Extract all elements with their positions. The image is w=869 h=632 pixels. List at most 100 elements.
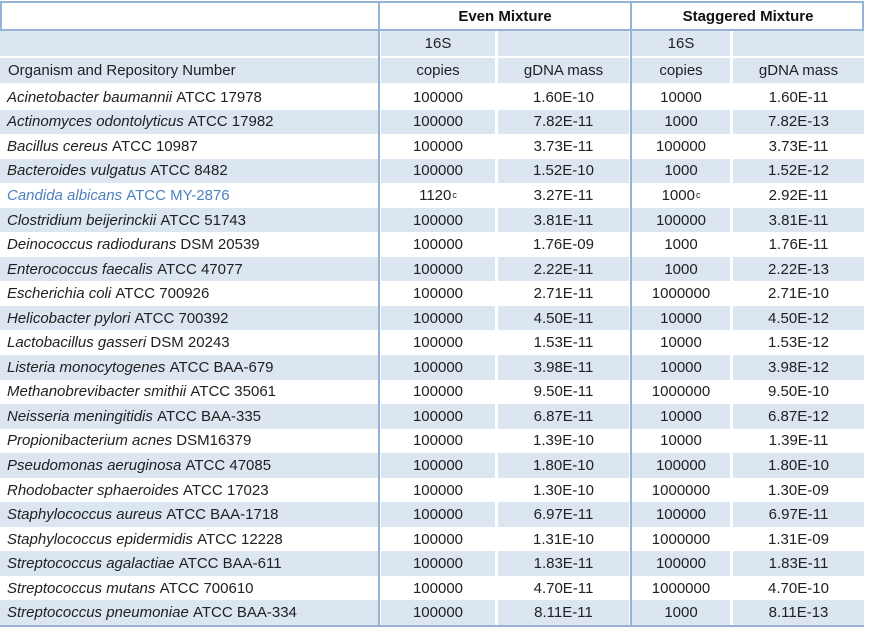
staggered-16s-copies-cell: 1000 c <box>632 183 730 208</box>
even-16s-copies-cell: 100000 <box>381 575 495 601</box>
staggered-gdna-mass-cell: 1.52E-12 <box>733 158 864 184</box>
subheader-row-1: 16S 16S <box>0 31 864 58</box>
even-gdna-mass-cell: 3.73E-11 <box>498 134 629 159</box>
staggered-16s-copies-cell: 1000 <box>632 158 730 184</box>
table-row: Bacteroides vulgatus ATCC 8482 100000 1.52… <box>0 158 864 184</box>
even-16s-copies-cell: 100000 <box>381 600 495 626</box>
even-16s-copies-cell: 100000 <box>381 526 495 552</box>
organism-cell: Staphylococcus aureus ATCC BAA-1718 <box>0 502 378 527</box>
staggered-gdna-mass-cell: 1.31E-09 <box>733 526 864 552</box>
staggered-16s-copies-cell: 10000 <box>632 330 730 356</box>
even-16s-copies-cell: 100000 <box>381 305 495 331</box>
table-row: Streptococcus mutans ATCC 700610 100000 4.… <box>0 575 864 601</box>
even-16s-copies-cell: 100000 <box>381 85 495 110</box>
species-name: Acinetobacter baumannii <box>7 88 173 106</box>
staggered-gdna-mass-cell: 3.81E-11 <box>733 207 864 233</box>
subheader-organism-spacer <box>0 31 378 56</box>
even-16s-copies-cell: 100000 <box>381 109 495 135</box>
table-row: Listeria monocytogenes ATCC BAA-679 10000… <box>0 355 864 380</box>
species-name: Rhodobacter sphaeroides <box>7 481 179 499</box>
organism-cell: Clostridium beijerinckii ATCC 51743 <box>0 207 378 233</box>
even-gdna-mass-cell: 1.39E-10 <box>498 428 629 454</box>
even-gdna-mass-cell: 1.53E-11 <box>498 330 629 356</box>
even-16s-copies-cell: 100000 <box>381 134 495 159</box>
species-name: Escherichia coli <box>7 285 112 303</box>
even-gdna-mass-cell: 4.70E-11 <box>498 575 629 601</box>
even-mixture-header: Even Mixture <box>458 7 552 25</box>
group-header-row: Even Mixture Staggered Mixture <box>0 3 864 29</box>
species-name: Bacteroides vulgatus <box>7 162 147 180</box>
staggered-gdna-mass-cell: 6.87E-12 <box>733 404 864 429</box>
even-gdna-mass-cell: 4.50E-11 <box>498 305 629 331</box>
staggered-16s-copies-cell: 1000 <box>632 232 730 257</box>
species-name: Clostridium beijerinckii <box>7 211 157 229</box>
even-gdna-mass-cell: 2.22E-11 <box>498 256 629 282</box>
even-16s-copies-cell: 100000 <box>381 256 495 282</box>
staggered-gdna-mass-cell: 1.80E-10 <box>733 453 864 478</box>
species-name: Methanobrevibacter smithii <box>7 383 187 401</box>
staggered-16s-label: 16S <box>632 31 730 56</box>
species-name: Actinomyces odontolyticus <box>7 113 184 131</box>
staggered-gdna-mass-cell: 4.50E-12 <box>733 305 864 331</box>
staggered-gdna-mass-cell: 3.98E-12 <box>733 355 864 380</box>
table-row: Clostridium beijerinckii ATCC 51743 10000… <box>0 207 864 233</box>
species-name: Enterococcus faecalis <box>7 260 153 278</box>
organism-cell: Bacillus cereus ATCC 10987 <box>0 134 378 159</box>
table-row: Staphylococcus epidermidis ATCC 12228 100… <box>0 526 864 552</box>
even-gdna-mass-cell: 8.11E-11 <box>498 600 629 626</box>
species-name: Neisseria meningitidis <box>7 407 153 425</box>
organism-even-divider <box>378 1 380 627</box>
table-row: Staphylococcus aureus ATCC BAA-1718 10000… <box>0 502 864 527</box>
organism-cell: Enterococcus faecalis ATCC 47077 <box>0 256 378 282</box>
even-16s-copies-cell: 1120 c <box>381 183 495 208</box>
organism-cell: Helicobacter pylori ATCC 700392 <box>0 305 378 331</box>
even-gdna-mass-cell: 1.83E-11 <box>498 551 629 576</box>
even-gdna-mass-cell: 1.31E-10 <box>498 526 629 552</box>
even-gdna-mass-cell: 1.60E-10 <box>498 85 629 110</box>
organism-cell: Rhodobacter sphaeroides ATCC 17023 <box>0 477 378 503</box>
organism-cell: Pseudomonas aeruginosa ATCC 47085 <box>0 453 378 478</box>
even-16s-copies-cell: 100000 <box>381 330 495 356</box>
table-body: Acinetobacter baumannii ATCC 17978 100000… <box>0 85 869 626</box>
table-row: Rhodobacter sphaeroides ATCC 17023 100000… <box>0 477 864 503</box>
staggered-16s-copies-cell: 100000 <box>632 453 730 478</box>
table-row: Streptococcus agalactiae ATCC BAA-611 100… <box>0 551 864 576</box>
even-16s-copies-cell: 100000 <box>381 404 495 429</box>
header-right-border <box>862 1 864 31</box>
species-name: Helicobacter pylori <box>7 309 131 327</box>
even-gdna-mass-cell: 2.71E-11 <box>498 281 629 306</box>
header-left-border <box>0 1 2 31</box>
table-row: Candida albicans ATCC MY-2876 1120 c 3.27E-… <box>0 183 864 208</box>
staggered-copies-label: copies <box>632 58 730 83</box>
even-16s-label: 16S <box>381 31 495 56</box>
table-row: Streptococcus pneumoniae ATCC BAA-334 100… <box>0 600 864 626</box>
species-name: Streptococcus mutans <box>7 579 156 597</box>
organism-cell: Propionibacterium acnes DSM16379 <box>0 428 378 454</box>
staggered-gdna-mass-cell: 1.76E-11 <box>733 232 864 257</box>
staggered-gdna-mass-cell: 2.92E-11 <box>733 183 864 208</box>
species-name: Staphylococcus aureus <box>7 506 163 524</box>
staggered-16s-copies-cell: 100000 <box>632 207 730 233</box>
organism-cell: Bacteroides vulgatus ATCC 8482 <box>0 158 378 184</box>
organism-cell: Candida albicans ATCC MY-2876 <box>0 183 378 208</box>
group-header-bottom-border <box>0 29 864 31</box>
even-16s-copies-cell: 100000 <box>381 502 495 527</box>
even-gdna-mass-cell: 1.76E-09 <box>498 232 629 257</box>
table-row: Acinetobacter baumannii ATCC 17978 100000… <box>0 85 864 110</box>
species-name: Lactobacillus gasseri <box>7 334 147 352</box>
even-16s-copies-cell: 100000 <box>381 379 495 405</box>
staggered-16s-copies-cell: 1000 <box>632 256 730 282</box>
staggered-mixture-header: Staggered Mixture <box>682 7 814 25</box>
species-name: Streptococcus agalactiae <box>7 555 175 573</box>
species-name: Streptococcus pneumoniae <box>7 604 189 622</box>
staggered-16s-copies-cell: 10000 <box>632 355 730 380</box>
staggered-gdna-mass-cell: 2.22E-13 <box>733 256 864 282</box>
staggered-gdna-mass-header: gDNA mass <box>733 58 864 83</box>
even-gdna-mass-cell: 9.50E-11 <box>498 379 629 405</box>
species-name: Candida albicans <box>7 186 123 204</box>
even-16s-copies-cell: 100000 <box>381 477 495 503</box>
organism-cell: Streptococcus mutans ATCC 700610 <box>0 575 378 601</box>
organism-cell: Listeria monocytogenes ATCC BAA-679 <box>0 355 378 380</box>
staggered-16s-copies-cell: 100000 <box>632 502 730 527</box>
